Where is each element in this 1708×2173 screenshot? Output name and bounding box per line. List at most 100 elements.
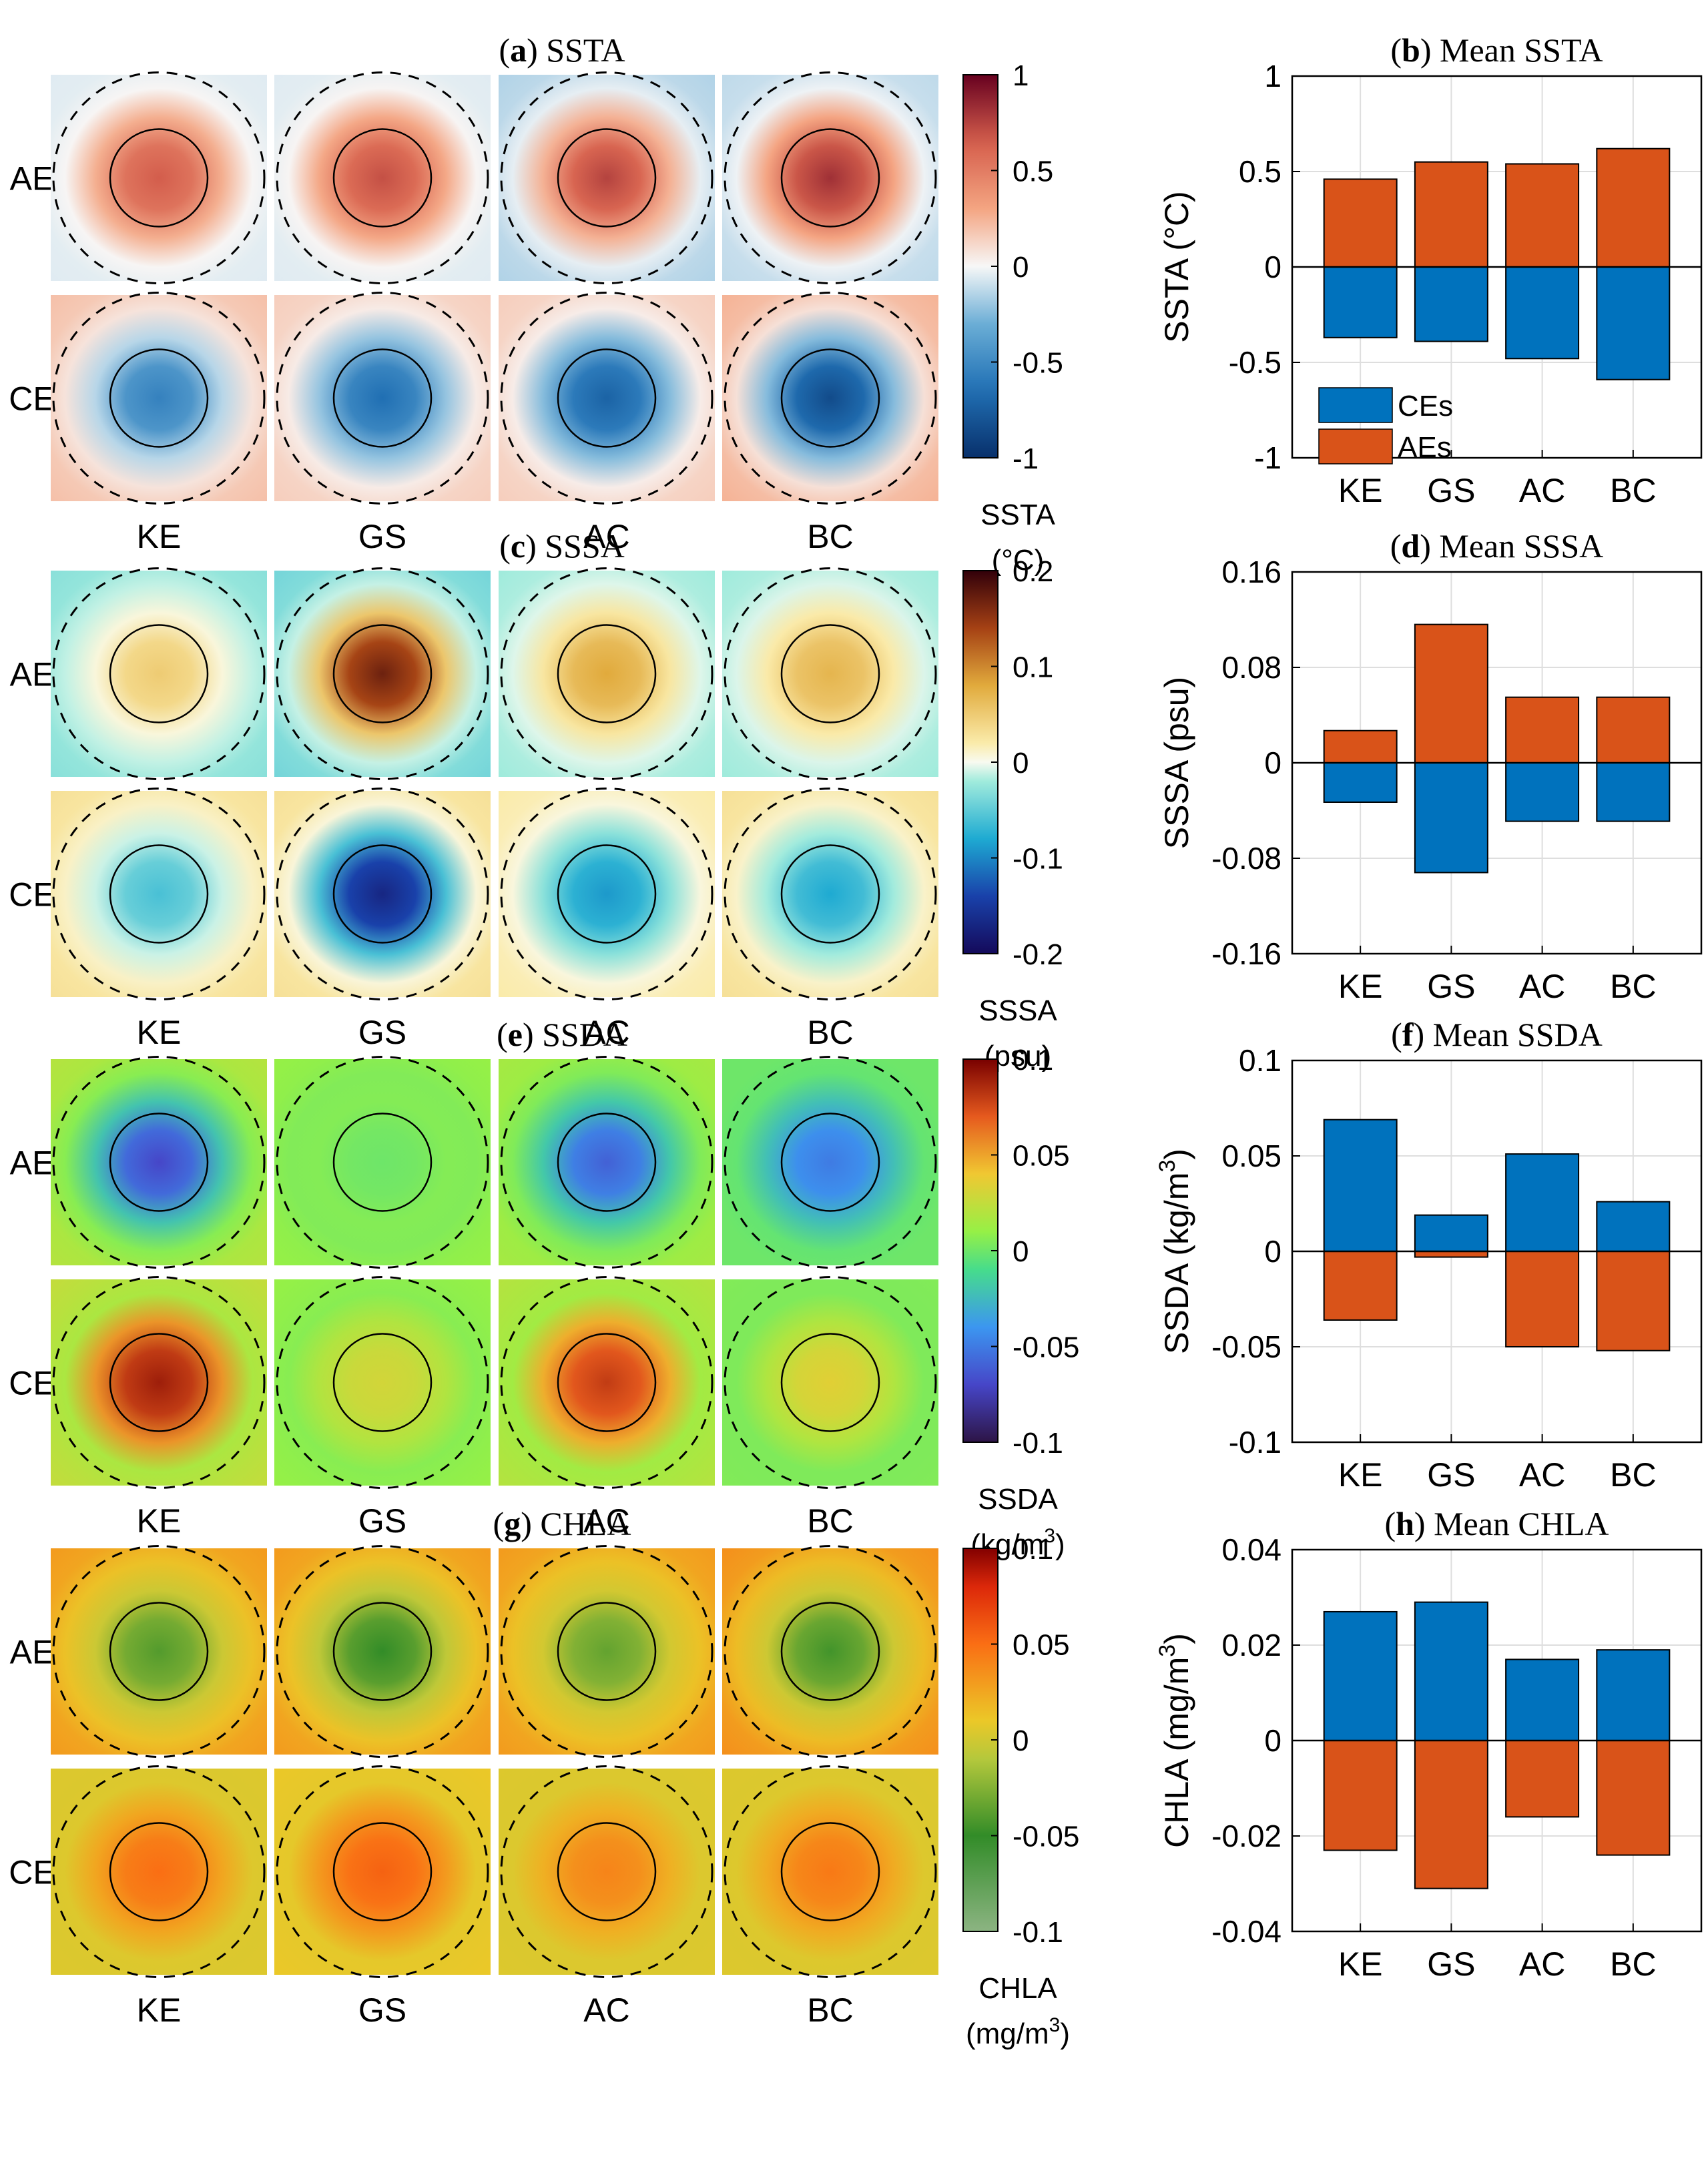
eddy-core-circle	[557, 348, 657, 448]
eddy-outer-circle	[276, 1765, 489, 1978]
eddy-core-circle	[332, 1602, 433, 1701]
x-tick-label-h-bc: BC	[1610, 1945, 1656, 1983]
heatmap-cell-e-ae-gs	[274, 1059, 491, 1265]
eddy-core-circle	[557, 1602, 657, 1701]
eddy-outer-circle	[52, 567, 266, 780]
region-label-c-bc: BC	[807, 1014, 853, 1051]
bar-d-aes-ac	[1505, 696, 1580, 763]
bar-f-ces-gs	[1414, 1214, 1488, 1253]
bar-f-aes-gs	[1414, 1251, 1488, 1258]
y-tick-label-d: 0.16	[1221, 555, 1282, 589]
x-tick-label-h-gs: GS	[1427, 1945, 1475, 1983]
region-label-c-ke: KE	[137, 1014, 182, 1051]
bar-d-aes-bc	[1596, 696, 1671, 763]
bar-f-aes-bc	[1596, 1251, 1671, 1351]
eddy-core-circle	[780, 1602, 880, 1701]
eddy-core-circle	[332, 844, 433, 944]
eddy-outer-circle	[724, 567, 937, 780]
x-tick-label-d-ac: AC	[1519, 968, 1565, 1005]
bar-b-aes-bc	[1596, 147, 1671, 268]
bar-f-ces-ke	[1323, 1119, 1398, 1253]
region-label-g-ke: KE	[137, 1991, 182, 2029]
panel-title-f: (f) Mean SSDA	[1391, 1016, 1603, 1053]
colorbar-tick-label-e: -0.05	[1013, 1331, 1079, 1364]
region-label-g-bc: BC	[807, 1991, 853, 2029]
bar-f-aes-ac	[1505, 1251, 1580, 1347]
bar-h-aes-ac	[1505, 1740, 1580, 1818]
eddy-core-circle	[557, 624, 657, 723]
region-label-a-ke: KE	[137, 518, 182, 555]
colorbar-tick-label-e: 0	[1013, 1235, 1029, 1268]
eddy-core-circle	[109, 1602, 209, 1701]
bar-b-ces-ac	[1505, 266, 1580, 360]
heatmap-cell-a-ce-ac	[499, 295, 715, 501]
eddy-outer-circle	[500, 1545, 714, 1758]
heatmap-cell-c-ce-bc	[722, 791, 938, 997]
colorbar-tick-label-c: 0	[1013, 747, 1029, 780]
bar-d-aes-ke	[1323, 729, 1398, 764]
row-label-c-ae: AE	[10, 656, 55, 693]
bar-d-aes-gs	[1414, 623, 1488, 764]
heatmap-cell-e-ce-ac	[499, 1279, 715, 1486]
eddy-outer-circle	[52, 788, 266, 1000]
eddy-core-circle	[557, 1333, 657, 1432]
y-tick-label-d: -0.16	[1211, 936, 1282, 971]
eddy-outer-circle	[52, 292, 266, 505]
bar-h-aes-ke	[1323, 1740, 1398, 1851]
region-label-g-gs: GS	[358, 1991, 406, 2029]
heatmap-cell-g-ce-bc	[722, 1769, 938, 1975]
y-tick-label-f: 0.1	[1239, 1043, 1282, 1078]
region-label-g-ac: AC	[583, 1991, 629, 2029]
y-tick-label-b: -0.5	[1229, 345, 1282, 380]
eddy-core-circle	[557, 1113, 657, 1212]
y-tick-label-d: 0.08	[1221, 650, 1282, 685]
eddy-core-circle	[332, 1113, 433, 1212]
row-label-g-ae: AE	[10, 1634, 55, 1671]
panel-title-e: (e) SSDA	[497, 1016, 627, 1053]
x-tick-label-f-ac: AC	[1519, 1456, 1565, 1494]
region-label-e-bc: BC	[807, 1502, 853, 1540]
bar-d-ces-gs	[1414, 762, 1488, 874]
eddy-core-circle	[109, 348, 209, 448]
panel-title-g: (g) CHLA	[493, 1505, 631, 1542]
y-axis-label-h: CHLA (mg/m3)	[1155, 1633, 1195, 1848]
colorbar-tick-label-g: -0.1	[1013, 1916, 1063, 1949]
colorbar-tick-label-c: 0.1	[1013, 651, 1053, 684]
heatmap-cell-e-ae-ac	[499, 1059, 715, 1265]
eddy-outer-circle	[52, 1056, 266, 1269]
colorbar-tick-label-c: 0.2	[1013, 555, 1053, 588]
eddy-core-circle	[780, 1822, 880, 1921]
x-tick-label-f-bc: BC	[1610, 1456, 1656, 1494]
eddy-outer-circle	[500, 1056, 714, 1269]
heatmap-cell-a-ce-ke	[51, 295, 267, 501]
colorbar-tick-label-e: -0.1	[1013, 1427, 1063, 1460]
row-label-e-ce: CE	[9, 1365, 55, 1402]
region-label-c-ac: AC	[583, 1014, 629, 1051]
eddy-outer-circle	[276, 1056, 489, 1269]
heatmap-cell-g-ae-bc	[722, 1548, 938, 1755]
eddy-outer-circle	[52, 71, 266, 284]
x-tick-label-h-ac: AC	[1519, 1945, 1565, 1983]
eddy-core-circle	[332, 1333, 433, 1432]
eddy-outer-circle	[52, 1276, 266, 1489]
bar-d-ces-bc	[1596, 762, 1671, 822]
eddy-core-circle	[332, 624, 433, 723]
heatmap-cell-c-ae-bc	[722, 571, 938, 777]
eddy-outer-circle	[52, 1545, 266, 1758]
bar-b-aes-ac	[1505, 163, 1580, 268]
y-tick-label-f: -0.05	[1211, 1329, 1282, 1364]
eddy-outer-circle	[724, 788, 937, 1000]
eddy-core-circle	[557, 128, 657, 228]
x-tick-label-h-ke: KE	[1338, 1945, 1383, 1983]
y-tick-label-b: -1	[1254, 440, 1282, 475]
heatmap-cell-a-ce-gs	[274, 295, 491, 501]
y-tick-label-h: 0.04	[1221, 1532, 1282, 1567]
eddy-outer-circle	[500, 788, 714, 1000]
eddy-core-circle	[109, 1113, 209, 1212]
eddy-outer-circle	[724, 1545, 937, 1758]
heatmap-cell-g-ce-ke	[51, 1769, 267, 1975]
bar-b-ces-gs	[1414, 266, 1488, 342]
eddy-outer-circle	[500, 567, 714, 780]
colorbar-tick-label-g: 0	[1013, 1725, 1029, 1757]
